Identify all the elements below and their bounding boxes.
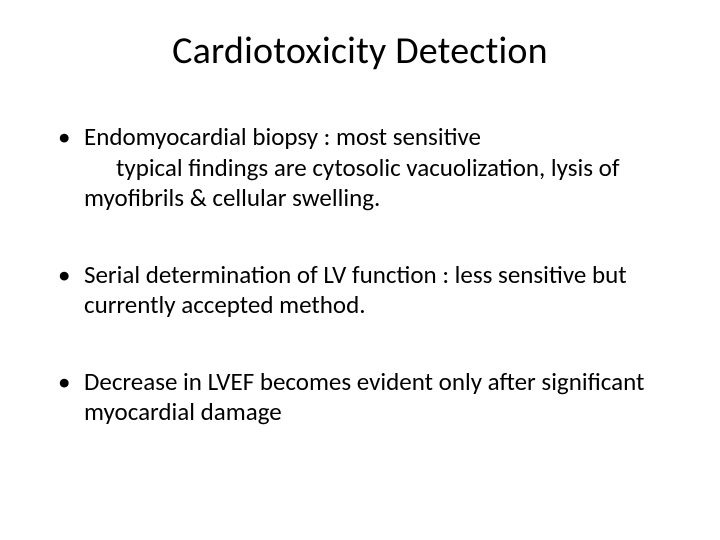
bullet-lead-text: Decrease in LVEF becomes evident only af… <box>84 366 644 428</box>
slide-body: Endomyocardial biopsy : most sensitive t… <box>56 122 664 428</box>
bullet-item: Decrease in LVEF becomes evident only af… <box>56 367 664 428</box>
bullet-item: Serial determination of LV function : le… <box>56 260 664 321</box>
slide-title: Cardiotoxicity Detection <box>56 28 664 74</box>
bullet-continuation-text: typical findings are cytosolic vacuoliza… <box>84 153 664 184</box>
bullet-lead-text: Endomyocardial biopsy : most sensitive <box>84 121 481 152</box>
bullet-wrap-text: myofibrils & cellular swelling. <box>84 183 664 214</box>
bullet-lead-text: Serial determination of LV function : le… <box>84 259 627 321</box>
bullet-list: Endomyocardial biopsy : most sensitive t… <box>56 122 664 428</box>
slide: Cardiotoxicity Detection Endomyocardial … <box>0 0 720 540</box>
bullet-item: Endomyocardial biopsy : most sensitive t… <box>56 122 664 214</box>
